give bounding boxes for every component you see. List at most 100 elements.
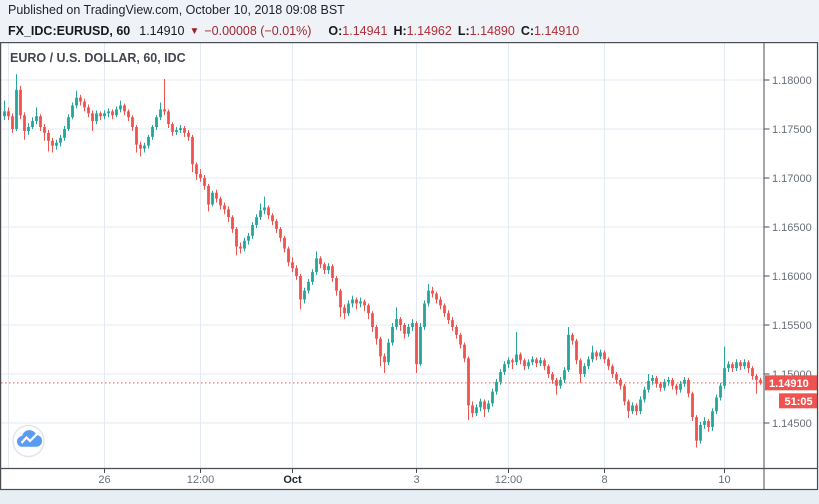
candle-down [87,104,90,118]
candle-body [519,354,522,361]
candle-body [131,117,134,128]
candle-body [139,144,142,149]
candle-body [171,124,174,132]
candle-up [327,263,330,275]
candle-body [655,377,658,384]
time-axis-label: 26 [98,474,110,486]
candle-body [247,235,250,241]
time-axis-label: 10 [718,474,730,486]
candle-down [571,332,574,345]
candle-up [147,134,150,149]
candle-body [551,374,554,380]
candle-body [587,359,590,367]
candle-body [199,174,202,178]
candle-body [407,326,410,334]
candle-up [27,123,30,135]
high-value: 1.14962 [406,24,452,38]
down-triangle-icon: ▼ [189,25,200,37]
tradingview-logo[interactable] [12,424,45,458]
price-chart-area[interactable]: EURO / U.S. DOLLAR, 60, IDC 26 12:00 Oct 3 12… [0,42,819,499]
time-axis-label: 8 [601,474,607,486]
candle-down [431,286,434,298]
candle-down [463,342,466,363]
candle-body [127,111,130,118]
candle-body [67,117,70,129]
candle-body [559,379,562,386]
candle-up [59,134,62,147]
candle-down [299,274,302,310]
candle-down [267,205,270,220]
candle-up [119,100,122,113]
candle-down [283,235,286,253]
candle-body [591,352,594,360]
candle-body [399,319,402,325]
candle-body [195,164,198,175]
quote-bar: FX_IDC:EURUSD, 60 1.14910 ▼ −0.00008 (−0… [0,20,819,42]
candle-body [675,385,678,390]
candle-down [603,350,606,364]
candle-down [203,175,206,190]
candle-up [107,108,110,118]
open-label: O: [328,24,343,38]
candle-body [291,262,294,269]
last-price-tag-value: 1.14910 [769,378,809,390]
candle-down [383,353,386,374]
candle-body [119,105,122,110]
candle-body [79,97,82,102]
candle-up [479,398,482,412]
candle-body [499,372,502,382]
candle-body [319,258,322,265]
candle-body [187,132,190,137]
candle-body [431,290,434,294]
candle-up [71,102,74,120]
candle-body [339,290,342,308]
candle-down [127,109,130,122]
candle-body [451,320,454,327]
time-axis-label: Oct [283,474,302,486]
candle-down [755,374,758,394]
candle-down [455,325,458,339]
candle-down [511,358,514,370]
candle-up [531,356,534,366]
candle-up [175,127,178,135]
candle-up [67,114,70,131]
candle-up [743,359,746,370]
chart-background [1,43,817,489]
candle-up [311,269,314,285]
candle-up [711,408,714,431]
candle-down [751,366,754,380]
candle-up [591,345,594,363]
candle-body [759,379,762,383]
candle-body [95,113,98,122]
candle-body [359,301,362,304]
candle-body [259,210,262,218]
candle-body [371,313,374,327]
candle-down [207,183,210,212]
candle-body [671,379,674,386]
candle-up [15,74,18,131]
candle-down [619,377,622,390]
time-axis[interactable]: 26 12:00 Oct 3 12:00 8 10 [98,468,731,487]
candle-body [387,342,390,363]
candle-body [507,360,510,365]
candle-body [531,359,534,363]
candle-up [263,196,266,215]
candlestick-chart-svg[interactable]: EURO / U.S. DOLLAR, 60, IDC 26 12:00 Oct 3 12… [0,42,819,499]
candle-body [691,393,694,418]
candle-body [227,209,230,218]
candle-body [699,424,702,441]
price-axis-label: 1.16500 [772,222,812,234]
time-axis-label: 3 [413,474,419,486]
candle-down [687,377,690,398]
candle-down [759,377,762,385]
candle-down [163,79,166,116]
candle-body [379,338,382,357]
candle-up [179,125,182,133]
candle-body [467,358,470,406]
candle-body [343,307,346,314]
candle-up [407,324,410,337]
candle-body [55,142,58,146]
candle-up [727,361,730,373]
candle-up [651,374,654,385]
candle-up [143,142,146,153]
